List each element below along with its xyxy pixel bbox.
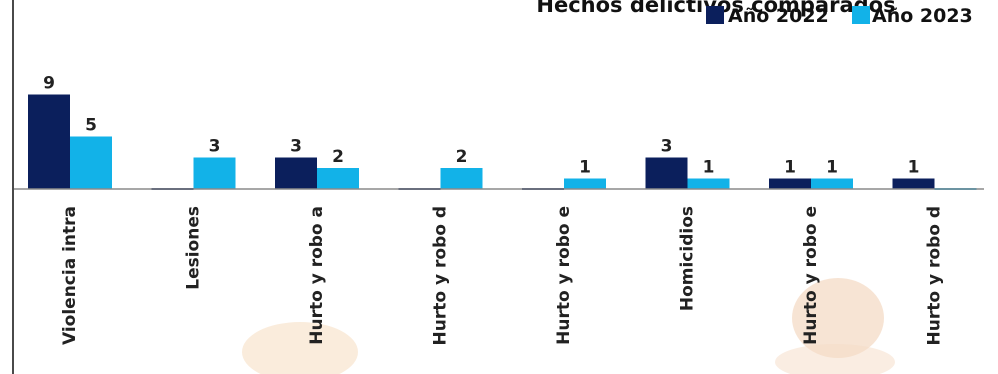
data-label-series-1-0: 9 <box>43 74 55 94</box>
data-label-series-1-7: 1 <box>908 158 920 178</box>
bars <box>28 94 977 190</box>
bar-series-1-5 <box>645 157 688 189</box>
legend: Año 2022 Año 2023 <box>706 5 973 27</box>
bar-series-1-7 <box>892 178 935 189</box>
data-label-series-2-3: 2 <box>456 147 468 167</box>
background-watermark <box>242 278 895 374</box>
data-label-series-2-6: 1 <box>826 158 838 178</box>
data-label-series-2-5: 1 <box>703 158 715 178</box>
x-tick-label-2: Hurto y robo a <box>307 206 327 345</box>
x-tick-labels: Violencia intra Lesiones Hurto y robo a Hur… <box>60 206 945 345</box>
legend-swatch-1 <box>706 6 724 24</box>
frame-left-border <box>12 0 14 374</box>
bar-series-2-3 <box>440 168 483 189</box>
bar-series-1-0 <box>28 94 70 189</box>
legend-label-1: Año 2022 <box>728 5 829 27</box>
bar-series-1-2 <box>275 157 317 189</box>
legend-swatch-2 <box>852 6 870 24</box>
x-tick-label-3: Hurto y robo d <box>431 206 451 345</box>
data-labels: 9 5 3 3 2 2 1 3 1 1 1 1 <box>43 74 919 178</box>
bar-series-2-0 <box>70 136 112 189</box>
data-label-series-2-0: 5 <box>85 116 97 136</box>
bar-series-2-6 <box>811 178 853 189</box>
data-label-series-1-2: 3 <box>290 137 302 157</box>
bar-series-2-5 <box>687 178 730 189</box>
bar-series-1-6 <box>769 178 811 189</box>
x-tick-label-4: Hurto y robo e <box>554 206 574 345</box>
bar-series-2-2 <box>317 168 359 189</box>
x-tick-label-7: Hurto y robo d <box>925 206 945 345</box>
bar-series-2-1 <box>193 157 236 189</box>
x-tick-label-0: Violencia intra <box>60 206 80 345</box>
bar-series-2-4 <box>564 178 606 189</box>
data-label-series-1-6: 1 <box>784 158 796 178</box>
data-label-series-1-5: 3 <box>661 137 673 157</box>
data-label-series-2-4: 1 <box>579 158 591 178</box>
x-tick-label-1: Lesiones <box>184 206 204 290</box>
data-label-series-2-2: 2 <box>332 147 344 167</box>
x-tick-label-5: Homicidios <box>678 206 698 311</box>
x-tick-label-6: Hurto y robo e <box>801 206 821 345</box>
legend-label-2: Año 2023 <box>872 5 973 27</box>
data-label-series-2-1: 3 <box>209 137 221 157</box>
